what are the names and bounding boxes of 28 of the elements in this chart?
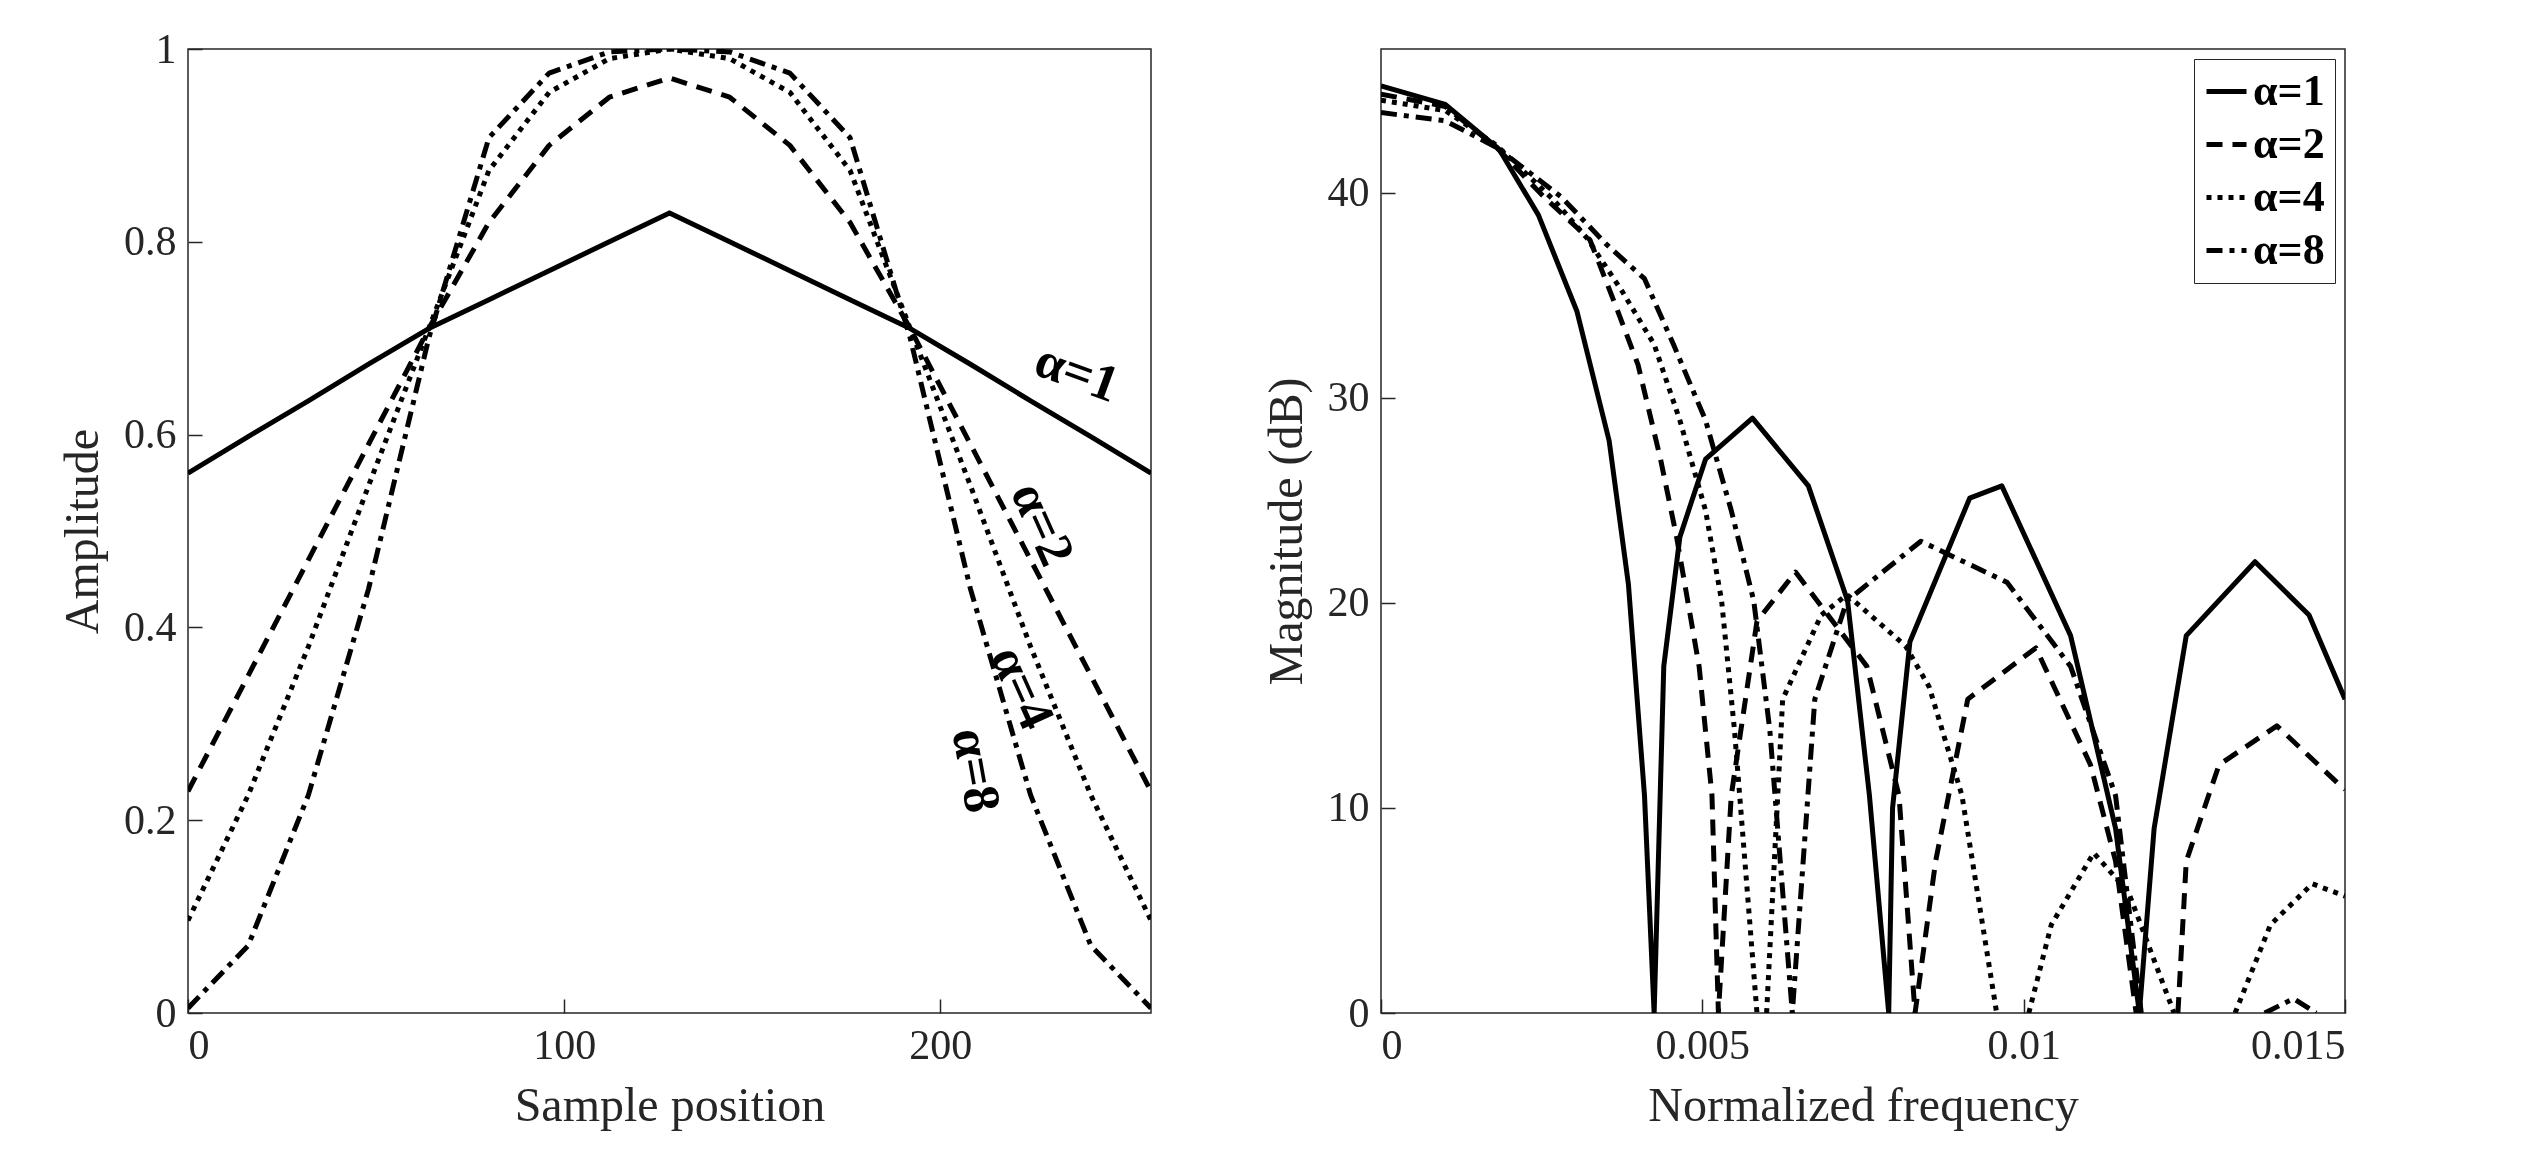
x-axis-title: Normalized frequency (1648, 1077, 2079, 1131)
y-tick-label: 1 (155, 25, 177, 72)
y-axis-title: Magnitude (dB) (1258, 377, 1313, 686)
x-axis-title: Sample position (514, 1077, 826, 1131)
text: α=1 (1027, 330, 1127, 413)
y-tick-label: 0.2 (124, 796, 177, 843)
legend-label: α=8 (2253, 224, 2325, 274)
x-tick-label: 100 (533, 1021, 597, 1068)
x-tick-label: 0.015 (2251, 1021, 2346, 1068)
y-tick-label: 30 (1327, 374, 1370, 421)
y-tick-label: 40 (1327, 169, 1370, 216)
y-tick-label: 10 (1327, 784, 1370, 831)
x-tick-label: 0 (188, 1021, 210, 1068)
x-tick-label: 0.005 (1655, 1021, 1751, 1068)
y-tick-label: 0.8 (124, 218, 177, 265)
y-tick-label: 0 (1348, 989, 1370, 1036)
text: α=2 (1000, 473, 1087, 574)
x-tick-label: 200 (909, 1021, 973, 1068)
y-axis-title: Amplitude (55, 428, 108, 635)
y-tick-label: 0.4 (124, 603, 177, 650)
legend-label: α=4 (2253, 171, 2325, 221)
y-tick-label: 0.6 (124, 411, 177, 458)
legend-label: α=2 (2253, 118, 2325, 168)
y-tick-label: 0 (155, 989, 177, 1036)
legend-label: α=1 (2253, 65, 2325, 115)
y-tick-label: 20 (1327, 579, 1370, 626)
x-tick-label: 0 (1381, 1021, 1403, 1068)
x-tick-label: 0.01 (1987, 1021, 2061, 1068)
